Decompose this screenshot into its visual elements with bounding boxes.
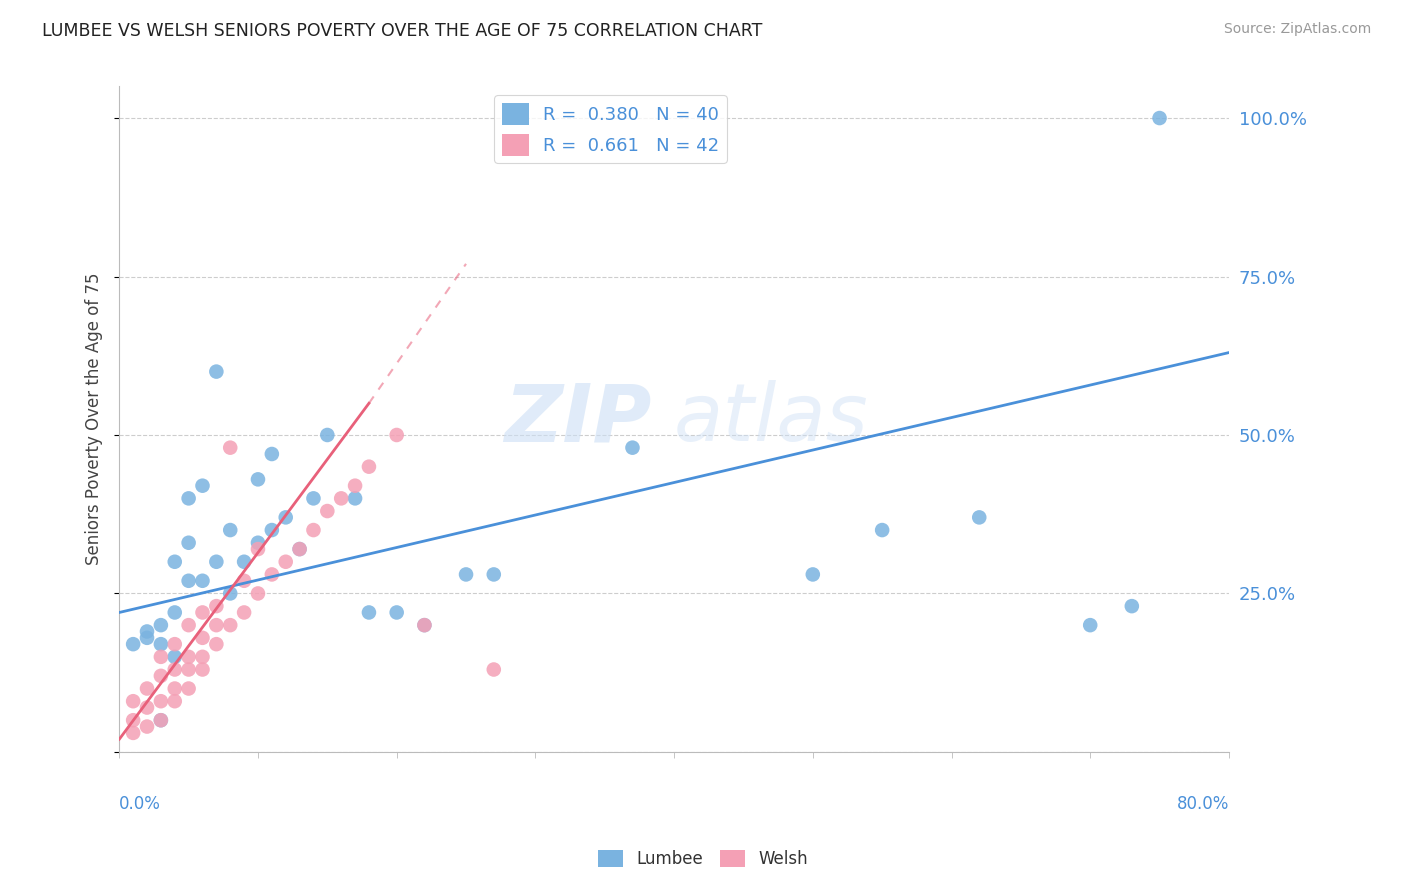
- Point: [177, 663, 200, 677]
- Point: [260, 447, 283, 461]
- Point: [316, 428, 339, 442]
- Point: [191, 631, 214, 645]
- Point: [163, 555, 186, 569]
- Point: [136, 720, 159, 734]
- Point: [385, 606, 408, 620]
- Point: [149, 713, 172, 727]
- Point: [149, 694, 172, 708]
- Point: [136, 700, 159, 714]
- Point: [246, 542, 269, 557]
- Point: [205, 555, 228, 569]
- Text: LUMBEE VS WELSH SENIORS POVERTY OVER THE AGE OF 75 CORRELATION CHART: LUMBEE VS WELSH SENIORS POVERTY OVER THE…: [42, 22, 762, 40]
- Point: [191, 574, 214, 588]
- Point: [357, 606, 380, 620]
- Point: [163, 637, 186, 651]
- Point: [205, 637, 228, 651]
- Point: [413, 618, 436, 632]
- Point: [163, 649, 186, 664]
- Point: [205, 599, 228, 614]
- Point: [122, 637, 145, 651]
- Point: [274, 555, 297, 569]
- Point: [177, 574, 200, 588]
- Point: [136, 631, 159, 645]
- Point: [177, 681, 200, 696]
- Point: [219, 586, 242, 600]
- Point: [385, 428, 408, 442]
- Point: [191, 649, 214, 664]
- Legend: Lumbee, Welsh: Lumbee, Welsh: [592, 843, 814, 875]
- Point: [357, 459, 380, 474]
- Legend: R =  0.380   N = 40, R =  0.661   N = 42: R = 0.380 N = 40, R = 0.661 N = 42: [495, 95, 727, 163]
- Point: [177, 649, 200, 664]
- Point: [274, 510, 297, 524]
- Point: [177, 535, 200, 549]
- Point: [122, 694, 145, 708]
- Point: [302, 491, 325, 506]
- Point: [219, 441, 242, 455]
- Point: [316, 504, 339, 518]
- Point: [967, 510, 990, 524]
- Text: ZIP: ZIP: [505, 380, 652, 458]
- Text: atlas: atlas: [673, 380, 869, 458]
- Point: [233, 606, 256, 620]
- Point: [191, 663, 214, 677]
- Point: [205, 365, 228, 379]
- Point: [149, 649, 172, 664]
- Point: [1149, 111, 1171, 125]
- Point: [288, 542, 311, 557]
- Point: [246, 472, 269, 486]
- Point: [177, 491, 200, 506]
- Point: [413, 618, 436, 632]
- Point: [163, 606, 186, 620]
- Point: [801, 567, 824, 582]
- Point: [233, 574, 256, 588]
- Point: [191, 478, 214, 492]
- Point: [344, 491, 367, 506]
- Point: [163, 694, 186, 708]
- Point: [344, 478, 367, 492]
- Point: [149, 618, 172, 632]
- Point: [246, 535, 269, 549]
- Y-axis label: Seniors Poverty Over the Age of 75: Seniors Poverty Over the Age of 75: [86, 273, 103, 566]
- Point: [149, 713, 172, 727]
- Point: [122, 726, 145, 740]
- Point: [482, 663, 505, 677]
- Text: 0.0%: 0.0%: [120, 795, 162, 814]
- Point: [177, 618, 200, 632]
- Point: [260, 523, 283, 537]
- Point: [163, 663, 186, 677]
- Point: [621, 441, 644, 455]
- Point: [163, 681, 186, 696]
- Point: [260, 567, 283, 582]
- Point: [482, 567, 505, 582]
- Point: [330, 491, 353, 506]
- Point: [149, 637, 172, 651]
- Point: [205, 618, 228, 632]
- Text: Source: ZipAtlas.com: Source: ZipAtlas.com: [1223, 22, 1371, 37]
- Point: [219, 618, 242, 632]
- Point: [870, 523, 893, 537]
- Point: [122, 713, 145, 727]
- Text: 80.0%: 80.0%: [1177, 795, 1229, 814]
- Point: [233, 555, 256, 569]
- Point: [136, 624, 159, 639]
- Point: [191, 606, 214, 620]
- Point: [454, 567, 477, 582]
- Point: [136, 681, 159, 696]
- Point: [149, 669, 172, 683]
- Point: [1121, 599, 1143, 614]
- Point: [246, 586, 269, 600]
- Point: [1078, 618, 1101, 632]
- Point: [302, 523, 325, 537]
- Point: [288, 542, 311, 557]
- Point: [219, 523, 242, 537]
